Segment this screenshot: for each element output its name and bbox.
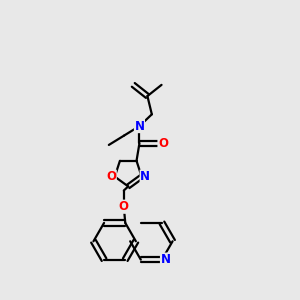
Text: N: N [160, 253, 170, 266]
Text: N: N [134, 120, 145, 133]
Text: O: O [158, 137, 168, 150]
Text: O: O [119, 200, 129, 213]
Text: N: N [140, 170, 150, 183]
Text: O: O [106, 170, 116, 183]
